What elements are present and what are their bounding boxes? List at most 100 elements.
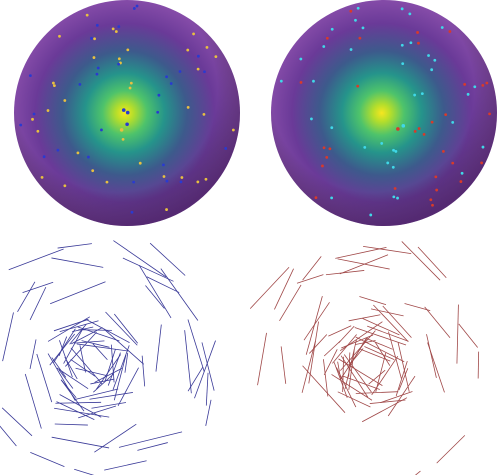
point: [36, 129, 40, 133]
point: [138, 161, 142, 165]
segment: [328, 325, 352, 337]
segment: [309, 334, 328, 354]
segment: [64, 356, 78, 380]
point: [488, 112, 491, 116]
segment: [124, 352, 129, 373]
point: [165, 208, 168, 211]
segment: [303, 302, 330, 341]
sphere-shade: [271, 0, 497, 226]
point: [299, 57, 303, 61]
point: [204, 177, 208, 181]
point: [430, 68, 434, 72]
point: [441, 150, 445, 153]
point: [386, 161, 390, 165]
point: [433, 58, 437, 62]
point: [420, 92, 424, 96]
segment: [205, 372, 209, 406]
point: [135, 4, 139, 8]
segment: [401, 241, 441, 281]
point: [413, 129, 417, 133]
point: [111, 27, 115, 31]
segment: [59, 394, 102, 418]
point: [105, 180, 109, 184]
point: [459, 180, 463, 183]
point: [481, 83, 485, 87]
point: [178, 70, 182, 73]
segment: [302, 256, 322, 281]
point: [31, 117, 34, 121]
segment: [107, 352, 121, 386]
segment: [355, 391, 399, 394]
segment: [279, 284, 302, 322]
point: [431, 203, 434, 207]
segment: [85, 318, 130, 344]
point: [330, 126, 334, 130]
point: [224, 147, 228, 150]
segment: [296, 274, 324, 284]
segment: [340, 337, 368, 380]
segment: [118, 431, 183, 448]
point: [117, 25, 121, 29]
segment: [30, 452, 65, 467]
point: [32, 112, 36, 116]
point: [312, 79, 315, 83]
point: [121, 108, 126, 112]
segment: [24, 373, 42, 429]
point: [117, 57, 121, 61]
segment: [337, 391, 371, 408]
segment: [354, 327, 407, 346]
segment: [79, 345, 86, 373]
segment: [160, 268, 199, 321]
segment: [54, 407, 110, 418]
segment: [362, 318, 400, 336]
point: [93, 37, 96, 41]
segment: [361, 397, 408, 423]
point: [214, 55, 218, 59]
point: [156, 110, 160, 114]
point: [429, 198, 433, 202]
point: [126, 48, 130, 52]
segment: [342, 356, 344, 392]
point: [129, 81, 133, 85]
segment: [104, 460, 147, 471]
point: [42, 155, 46, 159]
segment: [58, 336, 68, 357]
point: [196, 180, 200, 184]
segment: [365, 337, 393, 350]
segment: [257, 332, 267, 386]
point: [325, 155, 329, 159]
segment: [338, 358, 383, 386]
point: [416, 31, 419, 34]
segment: [355, 336, 405, 363]
point: [114, 30, 118, 33]
segment: [249, 266, 290, 309]
point: [203, 70, 206, 74]
point: [128, 86, 132, 90]
point: [394, 150, 398, 153]
point: [132, 180, 136, 184]
segment: [375, 352, 387, 392]
point: [279, 79, 283, 83]
segment: [149, 242, 186, 276]
point: [165, 179, 169, 183]
segment: [146, 276, 180, 293]
segments-right: [249, 241, 480, 475]
point: [422, 133, 426, 136]
point: [85, 13, 89, 17]
segment: [187, 319, 205, 372]
point: [363, 145, 367, 149]
segment: [58, 369, 74, 389]
segment: [103, 328, 145, 365]
point: [392, 148, 395, 152]
point: [466, 92, 470, 96]
segment: [0, 425, 17, 447]
segment: [395, 361, 408, 397]
point: [186, 106, 190, 109]
segment: [323, 359, 329, 397]
segment: [371, 355, 399, 396]
segment: [78, 405, 117, 419]
segment: [363, 245, 412, 255]
point: [53, 84, 56, 88]
segment: [63, 329, 83, 364]
point: [87, 155, 90, 159]
